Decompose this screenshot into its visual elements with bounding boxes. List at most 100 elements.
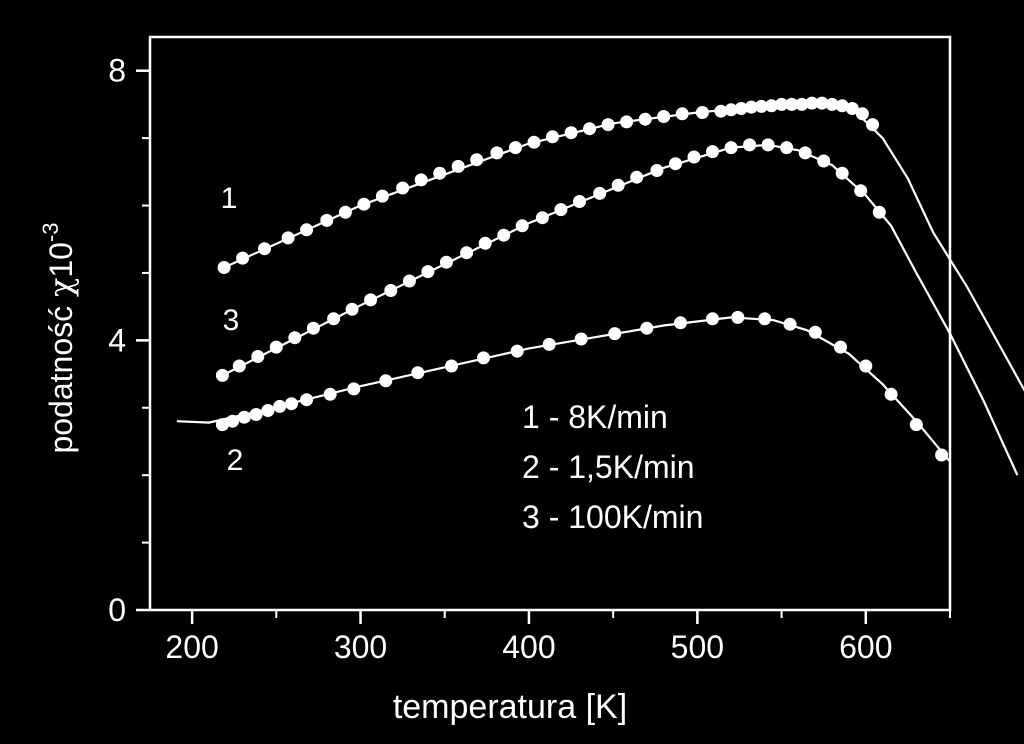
- series-1-point: [338, 205, 352, 219]
- series-2-point: [884, 387, 898, 401]
- series-1-point: [744, 100, 758, 114]
- series-1-point: [638, 112, 652, 126]
- series-3-line: [221, 143, 1019, 476]
- series-3-point: [460, 246, 474, 260]
- series-2-point: [758, 312, 772, 326]
- series-1-point: [546, 130, 559, 144]
- series-label-1: 1: [221, 182, 238, 215]
- series-1-point: [675, 107, 689, 121]
- series-1-point: [775, 97, 789, 111]
- series-1-point: [583, 122, 597, 136]
- series-1-point: [414, 173, 428, 187]
- series-2-point: [783, 317, 797, 331]
- series-3-point: [706, 145, 719, 159]
- x-axis-label: temperatura [K]: [393, 688, 627, 726]
- series-1-point: [357, 197, 371, 211]
- series-points: [215, 96, 949, 462]
- y-axis-label-exp: -3: [38, 222, 63, 242]
- series-1-point: [620, 115, 634, 129]
- series-3-point: [269, 340, 283, 354]
- series-3-point: [515, 219, 529, 233]
- series-1-point: [396, 181, 410, 195]
- series-2-point: [574, 332, 588, 346]
- x-tick-label: 400: [502, 629, 555, 665]
- series-3-point: [593, 186, 607, 200]
- series-2-point: [411, 366, 425, 380]
- series-1-point: [765, 99, 778, 113]
- y-tick-label: 8: [108, 53, 126, 89]
- series-label-2: 2: [227, 444, 244, 477]
- series-3-point: [724, 141, 738, 155]
- x-tick-label: 600: [839, 629, 892, 665]
- series-1-point: [795, 97, 809, 111]
- series-2-point: [273, 399, 287, 413]
- series-1-point: [490, 146, 504, 160]
- y-tick-label: 4: [108, 322, 126, 358]
- series-1-point: [564, 126, 578, 140]
- x-axis-tick-labels: 200 300 400 500 600: [165, 629, 892, 665]
- legend-entry-2: 2 - 1,5K/min: [522, 449, 695, 485]
- y-tick-label: 0: [108, 592, 126, 628]
- series-1-point: [527, 135, 541, 149]
- series-1-point: [601, 118, 615, 132]
- series-label-3: 3: [223, 304, 240, 337]
- series-3-point: [798, 146, 812, 160]
- series-1-point: [375, 189, 389, 203]
- series-2-point: [215, 418, 229, 432]
- legend-entry-1: 1 - 8K/min: [522, 399, 668, 435]
- series-2-point: [608, 327, 622, 341]
- series-2-point: [237, 410, 251, 424]
- legend-entry-3: 3 - 100K/min: [522, 499, 703, 535]
- series-1-point: [236, 251, 250, 265]
- x-tick-label: 200: [165, 629, 218, 665]
- series-3-point: [478, 236, 492, 250]
- series-3-point: [251, 350, 265, 363]
- y-axis-label: podatność χ10-3: [38, 222, 80, 453]
- series-1-point: [281, 231, 295, 245]
- y-axis-tick-labels: 0 4 8: [108, 53, 126, 628]
- series-2-point: [909, 418, 923, 432]
- series-1-point: [509, 141, 522, 155]
- series-1-point: [855, 107, 869, 121]
- series-2-point: [261, 404, 275, 417]
- series-2-point: [542, 337, 556, 351]
- series-2-point: [285, 397, 298, 411]
- series-1-point: [835, 99, 849, 113]
- series-1-point: [258, 242, 271, 256]
- series-3-point: [402, 274, 416, 288]
- y-axis-label-main: podatność: [43, 297, 79, 454]
- series-1-point: [451, 159, 465, 173]
- series-1-point: [815, 96, 829, 110]
- series-2-point: [706, 312, 719, 326]
- series-3-point: [573, 195, 586, 208]
- series-1-point: [695, 106, 709, 119]
- series-3-point: [554, 203, 568, 217]
- plot-frame: [148, 35, 952, 612]
- series-1-point: [805, 96, 819, 110]
- series-1-point: [714, 104, 728, 118]
- series-1-point: [217, 261, 231, 274]
- series-3-point: [630, 170, 644, 184]
- series-3-point: [817, 154, 831, 168]
- series-1-point: [657, 110, 671, 123]
- series-2-point: [477, 351, 490, 365]
- series-2-point: [808, 325, 822, 339]
- x-tick-label: 300: [334, 629, 387, 665]
- series-3-point: [535, 211, 549, 225]
- series-3-point: [345, 302, 359, 316]
- series-2-point: [859, 359, 873, 373]
- series-1-point: [825, 97, 839, 111]
- series-3-point: [232, 359, 246, 373]
- series-3-point: [306, 321, 320, 335]
- series-3-point: [288, 331, 302, 345]
- series-2-point: [347, 382, 361, 396]
- series-3-point: [854, 184, 868, 198]
- series-3-point: [215, 368, 229, 382]
- series-2-point: [674, 316, 687, 330]
- series-3-point: [611, 178, 625, 192]
- series-3-point: [872, 205, 886, 219]
- series-2-point: [300, 393, 314, 407]
- legend: 1 - 8K/min 2 - 1,5K/min 3 - 100K/min: [522, 399, 703, 535]
